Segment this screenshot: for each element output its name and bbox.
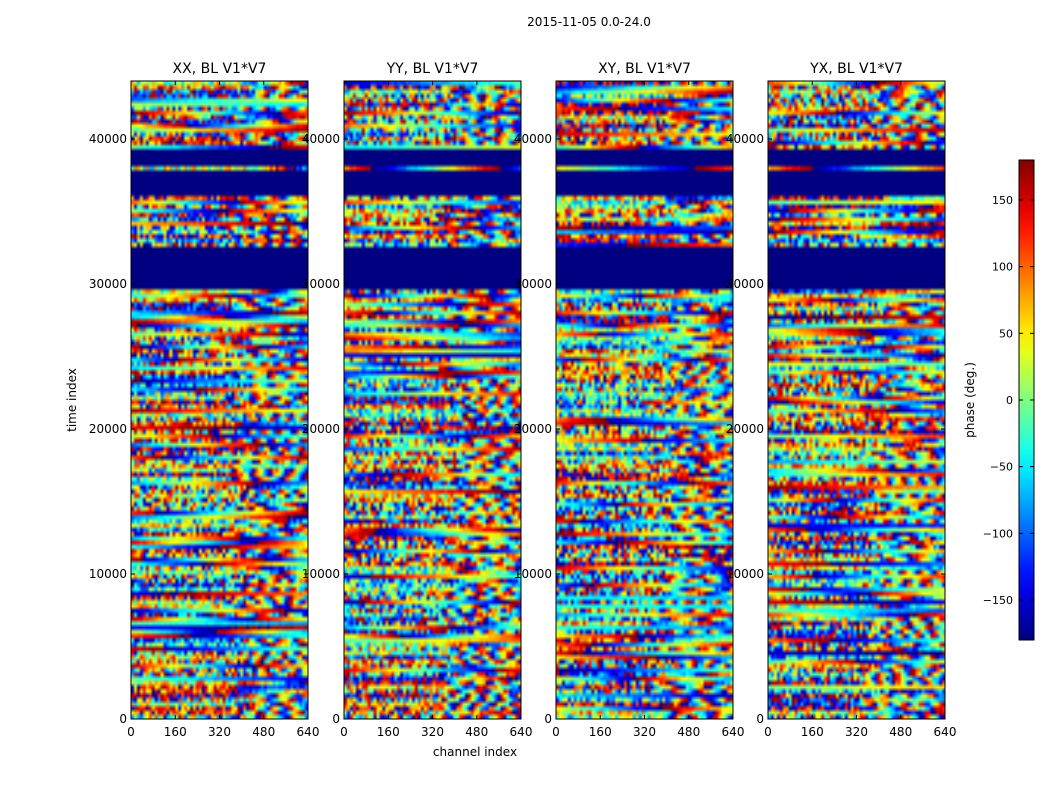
- y-tick-label: 30000: [89, 277, 127, 291]
- y-tick-label: 0: [332, 712, 340, 726]
- x-tick-label: 640: [297, 725, 320, 739]
- panel-3: YX, BL V1*V7 0 160 320 480 640 0 10000 20000 3000…: [726, 61, 957, 739]
- colorbar: 150 100 50 0 −50 −100 −150: [983, 159, 1035, 641]
- heatmap-image: [768, 81, 945, 719]
- colorbar-label: phase (deg.): [963, 362, 977, 438]
- y-tick-label: 40000: [726, 132, 764, 146]
- colorbar-tick-label: −50: [990, 461, 1013, 474]
- x-axis-label: channel index: [433, 745, 517, 759]
- x-tick-label: 160: [377, 725, 400, 739]
- x-tick-label: 160: [589, 725, 612, 739]
- y-tick-label: 40000: [89, 132, 127, 146]
- x-tick-label: 160: [801, 725, 824, 739]
- x-tick-label: 0: [764, 725, 772, 739]
- panel-0: XX, BL V1*V7 0 160 320 480 640 0 10000 20000 3000…: [89, 61, 320, 739]
- x-tick-label: 0: [340, 725, 348, 739]
- heatmap-image: [131, 81, 308, 719]
- y-tick-label: 10000: [89, 567, 127, 581]
- x-tick-label: 0: [127, 725, 135, 739]
- x-tick-label: 640: [722, 725, 745, 739]
- panel-title: XY, BL V1*V7: [598, 61, 691, 77]
- y-tick-label: 10000: [514, 567, 552, 581]
- y-tick-label: 40000: [514, 132, 552, 146]
- y-tick-label: 10000: [726, 567, 764, 581]
- colorbar-tick-label: −100: [983, 527, 1013, 540]
- x-tick-label: 480: [889, 725, 912, 739]
- x-tick-label: 320: [845, 725, 868, 739]
- x-tick-label: 320: [208, 725, 231, 739]
- x-tick-label: 480: [252, 725, 275, 739]
- y-tick-label: 20000: [514, 422, 552, 436]
- heatmap-panels: XX, BL V1*V7 0 160 320 480 640 0 10000 20000 3000…: [89, 61, 957, 739]
- y-tick-label: 30000: [514, 277, 552, 291]
- heatmap-image: [556, 81, 733, 719]
- y-tick-label: 10000: [302, 567, 340, 581]
- panel-1: YY, BL V1*V7 0 160 320 480 640 0 10000 20000 3000…: [302, 61, 533, 739]
- x-tick-label: 480: [465, 725, 488, 739]
- x-tick-label: 320: [421, 725, 444, 739]
- panel-2: XY, BL V1*V7 0 160 320 480 640 0 10000 20000 3000…: [514, 61, 745, 739]
- y-tick-label: 0: [544, 712, 552, 726]
- x-tick-label: 160: [164, 725, 187, 739]
- x-tick-label: 0: [552, 725, 560, 739]
- panel-title: YY, BL V1*V7: [386, 61, 479, 77]
- y-tick-label: 20000: [89, 422, 127, 436]
- y-axis-label: time index: [65, 368, 79, 432]
- y-tick-label: 0: [119, 712, 127, 726]
- colorbar-tick-label: −150: [983, 594, 1013, 607]
- x-tick-label: 640: [934, 725, 957, 739]
- colorbar-tick-label: 150: [992, 194, 1013, 207]
- y-tick-label: 20000: [726, 422, 764, 436]
- colorbar-tick-label: 100: [992, 261, 1013, 274]
- y-tick-label: 20000: [302, 422, 340, 436]
- heatmap-image: [344, 81, 521, 719]
- colorbar-tick-label: 0: [1006, 394, 1013, 407]
- y-tick-label: 0: [756, 712, 764, 726]
- y-tick-label: 30000: [726, 277, 764, 291]
- panel-title: YX, BL V1*V7: [809, 61, 903, 77]
- x-tick-label: 640: [510, 725, 533, 739]
- x-tick-label: 480: [677, 725, 700, 739]
- colorbar-tick-label: 50: [999, 327, 1013, 340]
- y-tick-label: 30000: [302, 277, 340, 291]
- y-tick-label: 40000: [302, 132, 340, 146]
- panel-title: XX, BL V1*V7: [173, 61, 267, 77]
- figure-suptitle: 2015-11-05 0.0-24.0: [527, 15, 651, 29]
- x-tick-label: 320: [633, 725, 656, 739]
